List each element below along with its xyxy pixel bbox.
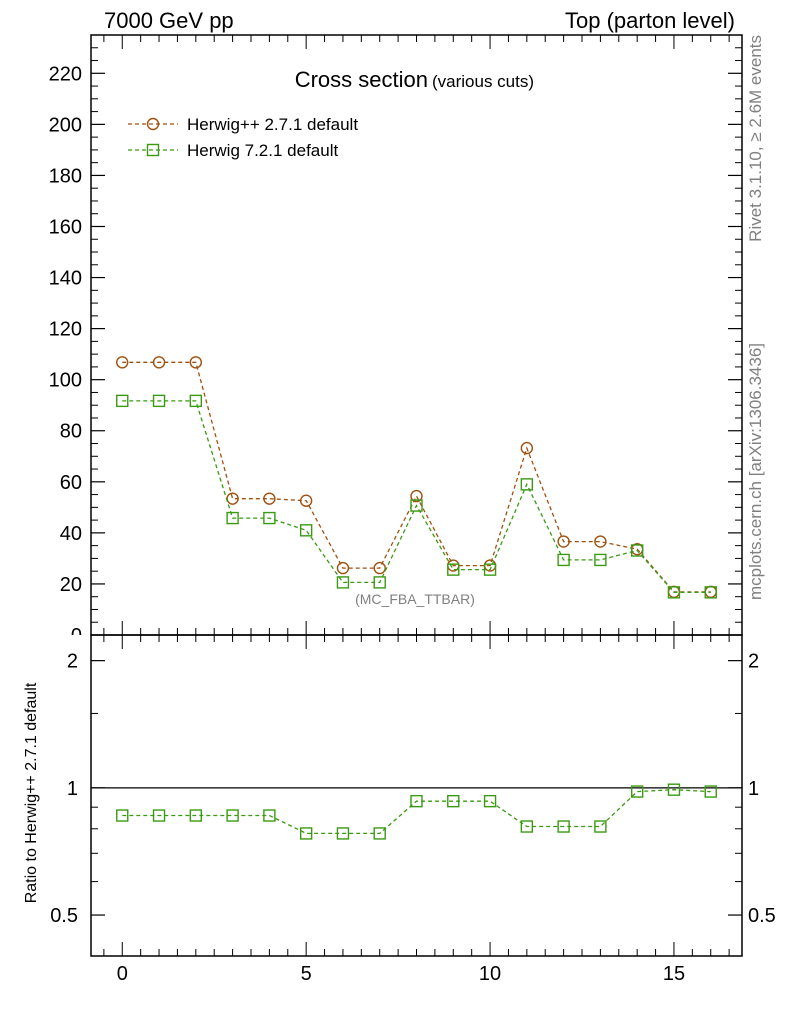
ratio-data-point xyxy=(447,794,460,808)
ratio-data-point xyxy=(667,783,681,796)
ratio-y-tick-label-left: 1 xyxy=(67,778,78,800)
data-point xyxy=(373,561,386,575)
y-tick-label: 200 xyxy=(49,114,82,136)
ratio-data-point xyxy=(189,809,203,822)
data-point xyxy=(410,489,423,503)
ratio-data-point xyxy=(483,794,497,808)
y-tick-label: 220 xyxy=(49,63,82,85)
main-panel: 20 40 60 80 100 120 140 160 180 200 220 0 Cross sec… xyxy=(49,34,743,647)
data-point xyxy=(189,394,203,408)
data-point xyxy=(189,356,203,369)
mcplots-label: mcplots.cern.ch [arXiv:1306.3436] xyxy=(746,343,765,600)
ratio-data-point xyxy=(410,794,423,808)
x-tick-label: 5 xyxy=(301,963,312,985)
legend-item: Herwig++ 2.7.1 default xyxy=(128,115,358,134)
legend-marker xyxy=(146,117,160,131)
data-point xyxy=(152,394,166,408)
data-point xyxy=(410,499,423,512)
legend-label: Herwig++ 2.7.1 default xyxy=(187,115,358,134)
data-point xyxy=(226,511,239,525)
y-tick-label: 40 xyxy=(60,523,82,545)
ratio-data-point xyxy=(336,827,350,840)
data-point xyxy=(299,524,313,537)
header-left-label: 7000 GeV pp xyxy=(104,8,234,33)
ratio-data-point xyxy=(116,809,129,822)
x-tick-label: 10 xyxy=(479,963,501,985)
data-point xyxy=(263,492,276,505)
series-herwig-721 xyxy=(104,394,729,599)
legend-label: Herwig 7.2.1 default xyxy=(187,141,338,160)
data-point xyxy=(373,576,386,589)
analysis-annotation: (MC_FBA_TTBAR) xyxy=(355,591,475,607)
ratio-data-point xyxy=(594,820,607,833)
chart-title: Cross section xyxy=(295,67,428,92)
ratio-y-tick-label-left: 2 xyxy=(67,651,78,673)
series-line xyxy=(122,361,711,593)
y-tick-label-zero: 0 xyxy=(71,625,82,647)
data-point xyxy=(483,563,497,576)
data-point xyxy=(116,356,129,369)
data-point xyxy=(336,576,350,589)
ratio-series-line xyxy=(122,789,711,835)
data-point xyxy=(447,563,460,576)
ratio-data-point xyxy=(263,809,276,822)
ratio-y-tick-label-right: 2 xyxy=(748,651,759,673)
y-tick-label: 100 xyxy=(49,370,82,392)
ratio-data-point xyxy=(557,820,570,833)
y-tick-label: 160 xyxy=(49,216,82,238)
series-line xyxy=(122,400,711,594)
data-point xyxy=(520,478,534,491)
legend-marker xyxy=(146,143,160,157)
data-point xyxy=(557,553,570,567)
ratio-data-point xyxy=(226,809,239,822)
y-tick-label: 120 xyxy=(49,319,82,341)
x-tick-label: 15 xyxy=(663,963,685,985)
data-point xyxy=(336,561,350,575)
data-point xyxy=(116,394,129,408)
ratio-y-tick-label-left: 0.5 xyxy=(50,905,78,927)
data-point xyxy=(594,535,607,548)
data-point xyxy=(667,586,681,599)
ratio-data-point xyxy=(299,827,313,840)
x-tick-label: 0 xyxy=(117,963,128,985)
data-point xyxy=(704,586,717,599)
data-point xyxy=(263,511,276,525)
ratio-data-point xyxy=(152,809,166,822)
data-point xyxy=(152,356,166,369)
ratio-data-point xyxy=(520,820,534,833)
ratio-panel: 0.5 0.5 1 1 2 2 0 5 10 15 Ratio to Herwig++ 2.7.1… xyxy=(23,634,776,985)
y-tick-label: 20 xyxy=(60,574,82,596)
legend-item: Herwig 7.2.1 default xyxy=(128,141,338,160)
data-point xyxy=(520,441,534,455)
y-tick-label: 180 xyxy=(49,165,82,187)
y-tick-label: 60 xyxy=(60,472,82,494)
data-point xyxy=(299,494,313,507)
chart-subtitle: (various cuts) xyxy=(432,72,534,91)
y-tick-label: 140 xyxy=(49,268,82,290)
data-point xyxy=(557,535,570,548)
rivet-version-label: Rivet 3.1.10, ≥ 2.6M events xyxy=(746,35,765,242)
ratio-data-point xyxy=(630,785,644,798)
ratio-data-point xyxy=(373,827,386,840)
ratio-y-axis-label: Ratio to Herwig++ 2.7.1 default xyxy=(23,682,40,903)
y-tick-label: 80 xyxy=(60,421,82,443)
ratio-y-tick-label-right: 1 xyxy=(748,778,759,800)
header-right-label: Top (parton level) xyxy=(565,8,735,33)
data-point xyxy=(630,544,644,557)
legend: Herwig++ 2.7.1 default Herwig 7.2.1 defau… xyxy=(128,115,358,160)
series-herwig-271 xyxy=(104,356,729,599)
ratio-series-herwig-721 xyxy=(116,783,717,840)
ratio-y-tick-label-right: 0.5 xyxy=(748,905,776,927)
ratio-data-point xyxy=(704,785,717,798)
data-point xyxy=(594,553,607,567)
